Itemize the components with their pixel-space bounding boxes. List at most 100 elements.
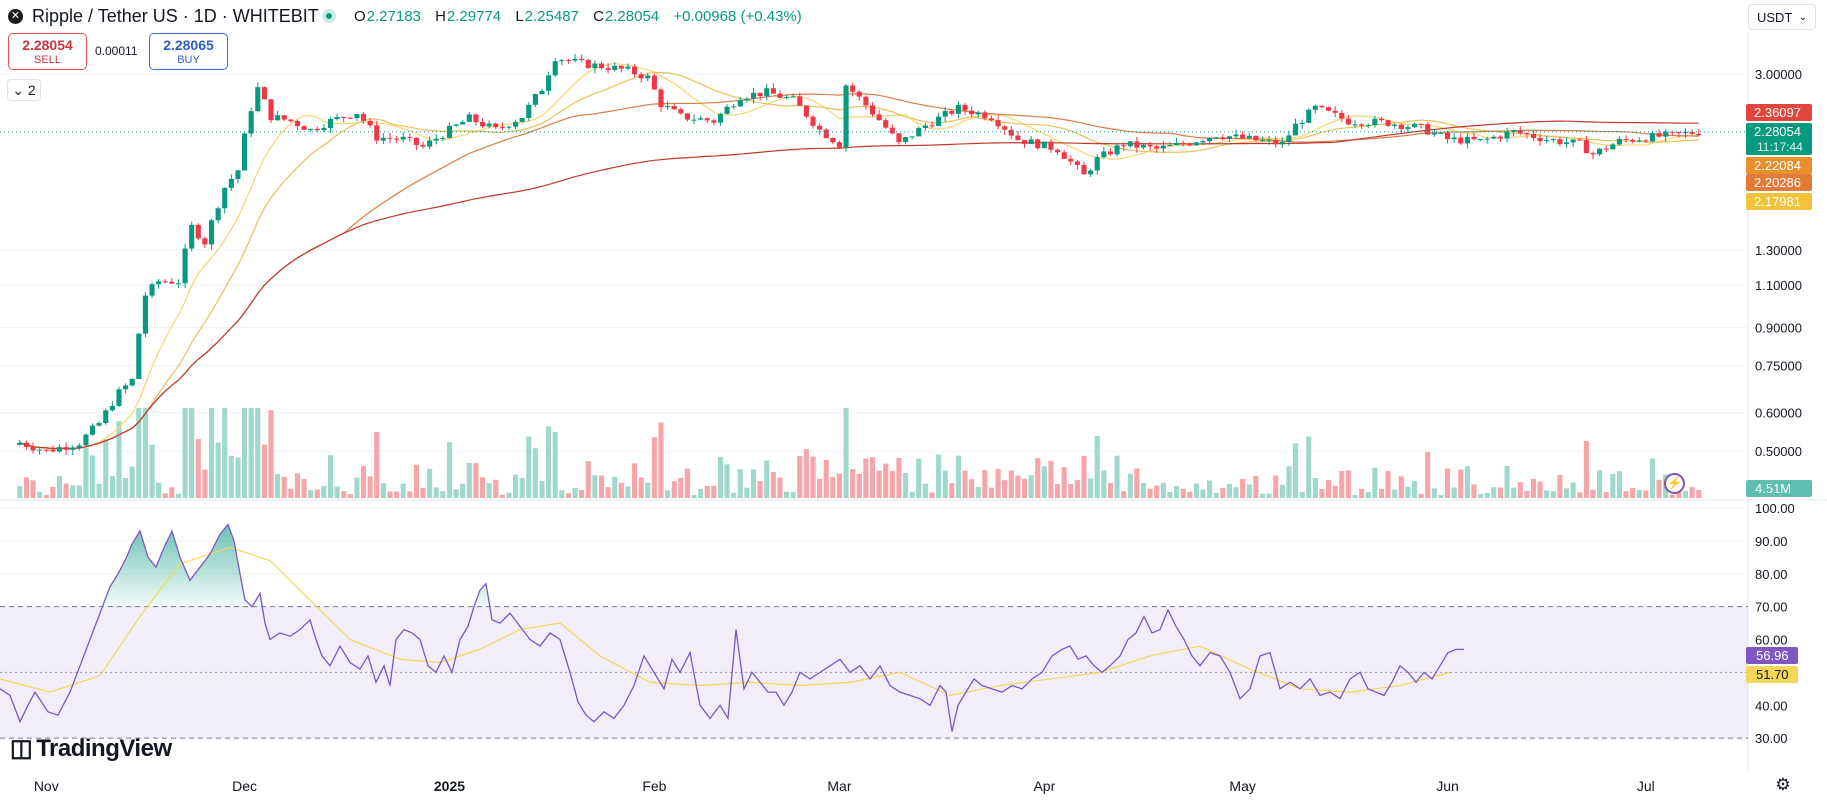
time-tick-label: Dec: [232, 778, 257, 794]
candle-body: [836, 142, 843, 148]
volume-bar: [347, 494, 353, 498]
candle-body: [585, 60, 591, 69]
volume-bar: [559, 490, 565, 498]
volume-bar: [1028, 475, 1034, 498]
candle-body: [360, 114, 367, 121]
indicators-collapse-button[interactable]: ⌄ 2: [7, 79, 41, 101]
currency-select[interactable]: USDT ⌄: [1748, 4, 1816, 30]
indicator-count: 2: [27, 82, 36, 98]
volume-bar: [684, 468, 690, 498]
buy-button[interactable]: 2.28065 BUY: [149, 33, 228, 70]
volume-bar: [922, 483, 928, 498]
volume-bar: [711, 485, 717, 498]
candle-body: [453, 124, 459, 126]
volume-bar: [1299, 491, 1305, 498]
volume-bar: [288, 488, 294, 498]
candle-body: [1213, 137, 1219, 139]
volume-bar: [526, 436, 532, 498]
volume-bar: [162, 493, 168, 498]
candle-body: [222, 187, 228, 209]
candle-body: [460, 121, 466, 125]
volume-bar: [1253, 475, 1259, 498]
candle-body: [671, 106, 677, 110]
candle-body: [169, 281, 175, 284]
candle-body: [770, 88, 776, 94]
candle-body: [1544, 140, 1550, 142]
candle-body: [737, 100, 743, 107]
candle-body: [367, 120, 373, 126]
candle-body: [1682, 132, 1689, 134]
volume-bar: [1193, 483, 1199, 498]
candle-body: [883, 120, 889, 128]
flash-icon[interactable]: ⚡: [1664, 473, 1685, 494]
candle-body: [413, 137, 419, 145]
volume-bar: [856, 473, 862, 498]
volume-bar: [387, 491, 393, 498]
volume-bar: [1226, 483, 1232, 498]
candle-body: [301, 126, 307, 130]
candle-body: [1484, 138, 1490, 140]
volume-bar: [43, 494, 49, 498]
candle-body: [1021, 140, 1028, 144]
volume-bar: [413, 464, 419, 498]
candle-body: [1114, 145, 1120, 155]
volume-bar: [1306, 436, 1312, 498]
candle-body: [1088, 170, 1094, 175]
volume-bar: [479, 477, 486, 498]
candle-body: [1392, 124, 1398, 126]
volume-bar: [777, 477, 783, 498]
candle-body: [704, 118, 710, 121]
gear-icon[interactable]: ⚙: [1775, 775, 1791, 794]
candle-body: [572, 58, 578, 61]
volume-bar: [1656, 479, 1662, 498]
volume-bar: [96, 483, 102, 498]
chevron-down-icon: ⌄: [1798, 12, 1807, 23]
volume-bar: [1557, 474, 1563, 498]
volume-bar: [1696, 489, 1702, 498]
volume-bar: [1213, 492, 1219, 498]
volume-bar: [341, 491, 347, 498]
candle-body: [1663, 131, 1669, 137]
volume-bar: [810, 456, 816, 498]
volume-bar: [367, 476, 373, 498]
volume-bar: [651, 437, 657, 498]
volume-bar: [169, 487, 175, 498]
candle-body: [618, 65, 624, 69]
sell-price: 2.28054: [22, 37, 73, 53]
candle-body: [942, 111, 948, 117]
volume-bar: [1676, 490, 1682, 498]
volume-bar: [942, 470, 948, 498]
sell-button[interactable]: 2.28054 SELL: [8, 33, 87, 70]
candle-body: [1405, 127, 1411, 130]
candle-body: [1524, 133, 1530, 135]
candle-body: [23, 442, 29, 447]
volume-bar: [902, 473, 909, 498]
candle-body: [294, 121, 300, 127]
volume-bar: [70, 485, 76, 498]
candle-body: [658, 89, 664, 108]
candle-body: [579, 58, 585, 61]
rsi-tick-label: 90.00: [1755, 534, 1788, 549]
candle-body: [433, 138, 439, 141]
xrp-logo-icon: ✕: [8, 9, 23, 24]
candle-body: [1266, 139, 1272, 141]
volume-bar: [30, 480, 36, 498]
volume-bar: [982, 470, 988, 498]
candle-body: [1273, 139, 1279, 145]
volume-bar: [321, 485, 327, 498]
volume-bar: [1068, 484, 1074, 498]
volume-bar: [1511, 487, 1517, 498]
candle-body: [103, 410, 109, 424]
ohlc-close: 2.28054: [604, 8, 660, 25]
volume-bar: [1279, 484, 1285, 498]
volume-bar: [1544, 490, 1550, 498]
candle-body: [1603, 148, 1609, 150]
time-tick-label: Apr: [1033, 778, 1055, 794]
volume-bar: [605, 487, 611, 498]
volume-bar: [737, 469, 743, 498]
price-tag-label: 2.36097: [1754, 105, 1801, 120]
price-tag-label: 2.28054: [1754, 124, 1801, 139]
symbol-title[interactable]: Ripple / Tether US · 1D · WHITEBIT: [32, 6, 319, 26]
ohlc-change: +0.00968 (+0.43%): [673, 8, 802, 25]
